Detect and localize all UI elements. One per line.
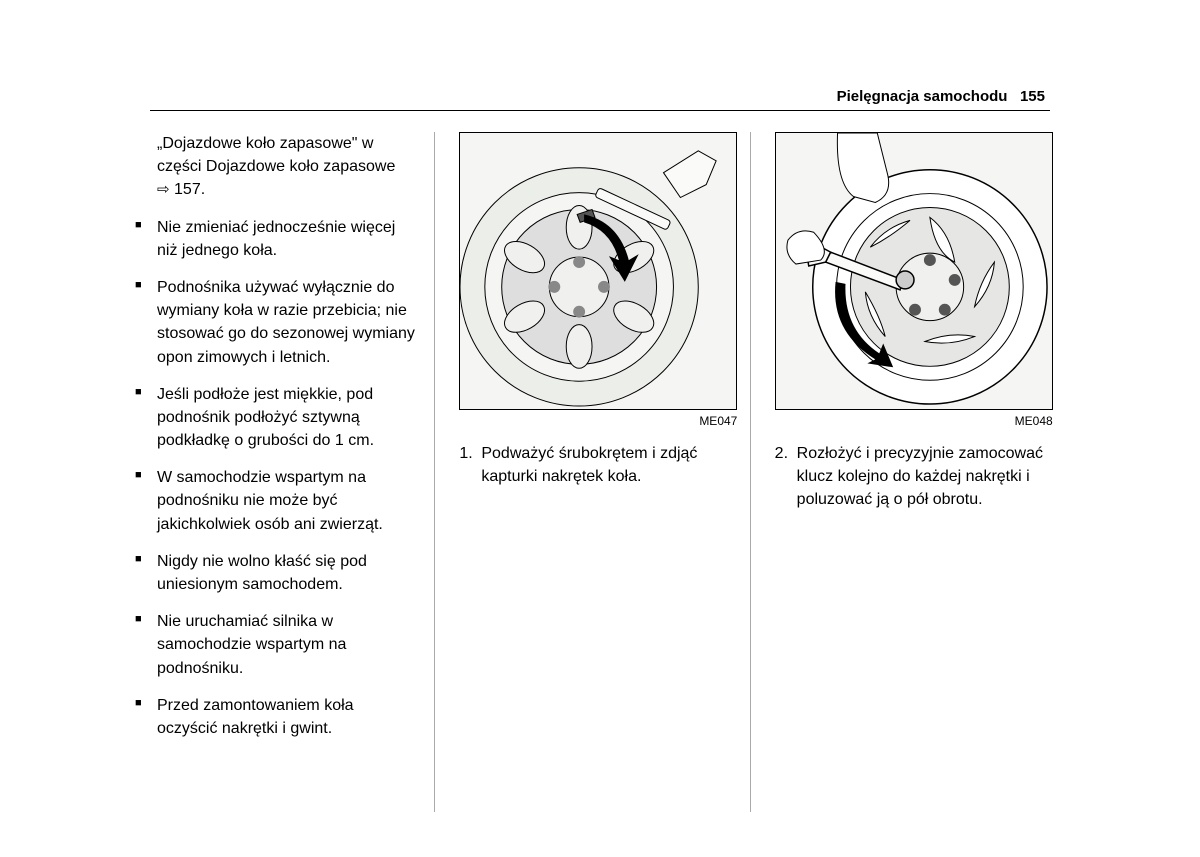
list-item: Nie uruchamiać silnika w samochodzie wsp… — [135, 610, 418, 680]
list-item: Podnośnika używać wyłącznie do wymiany k… — [135, 276, 418, 369]
figure-me047 — [459, 132, 737, 410]
lead-text: „Dojazdowe koło zapasowe" w części Dojaz… — [157, 132, 418, 202]
list-item: 2. Rozłożyć i precyzyjnie zamocować kluc… — [775, 442, 1065, 512]
step-text: Rozłożyć i precyzyjnie zamocować klucz k… — [797, 445, 1043, 508]
numbered-list: 1. Podważyć śrubokrętem i zdjąć kapturki… — [459, 442, 749, 488]
manual-page: Pielęgnacja samochodu 155 „Dojazdowe koł… — [0, 0, 1200, 857]
step-text: Podważyć śrubokrętem i zdjąć kapturki na… — [481, 445, 697, 485]
figure-wrap: ME047 — [459, 132, 749, 428]
list-item: Nigdy nie wolno kłaść się pod uniesionym… — [135, 550, 418, 596]
header-rule — [150, 110, 1050, 111]
figure-wrap: ME048 — [775, 132, 1065, 428]
figure-id: ME047 — [459, 414, 737, 428]
reference-arrow-icon: ⇨ — [157, 179, 170, 201]
running-header: Pielęgnacja samochodu 155 — [837, 88, 1045, 105]
reference-page: 157. — [174, 181, 205, 198]
list-item: 1. Podważyć śrubokrętem i zdjąć kapturki… — [459, 442, 749, 488]
bullet-list: Nie zmieniać jednocześnie więcej niż jed… — [135, 216, 418, 741]
column-1: „Dojazdowe koło zapasowe" w części Dojaz… — [135, 132, 434, 812]
content-columns: „Dojazdowe koło zapasowe" w części Dojaz… — [135, 132, 1065, 812]
column-2: ME047 1. Podważyć śrubokrętem i zdjąć ka… — [434, 132, 749, 812]
figure-me048 — [775, 132, 1053, 410]
wheel-hubcap-illustration — [460, 133, 736, 409]
section-title: Pielęgnacja samochodu — [837, 88, 1008, 105]
wheel-wrench-illustration — [776, 133, 1052, 409]
list-item: Nie zmieniać jednocześnie więcej niż jed… — [135, 216, 418, 262]
lead-span: „Dojazdowe koło zapasowe" w części Dojaz… — [157, 135, 395, 175]
list-item: Przed zamontowaniem koła oczyścić nakręt… — [135, 694, 418, 740]
column-3: ME048 2. Rozłożyć i precyzyjnie zamocowa… — [750, 132, 1065, 812]
step-number: 2. — [775, 442, 788, 465]
figure-id: ME048 — [775, 414, 1053, 428]
list-item: Jeśli podłoże jest miękkie, pod podnośni… — [135, 383, 418, 453]
list-item: W samochodzie wspartym na podnośniku nie… — [135, 466, 418, 536]
numbered-list: 2. Rozłożyć i precyzyjnie zamocować kluc… — [775, 442, 1065, 512]
page-number: 155 — [1020, 88, 1045, 105]
step-number: 1. — [459, 442, 472, 465]
